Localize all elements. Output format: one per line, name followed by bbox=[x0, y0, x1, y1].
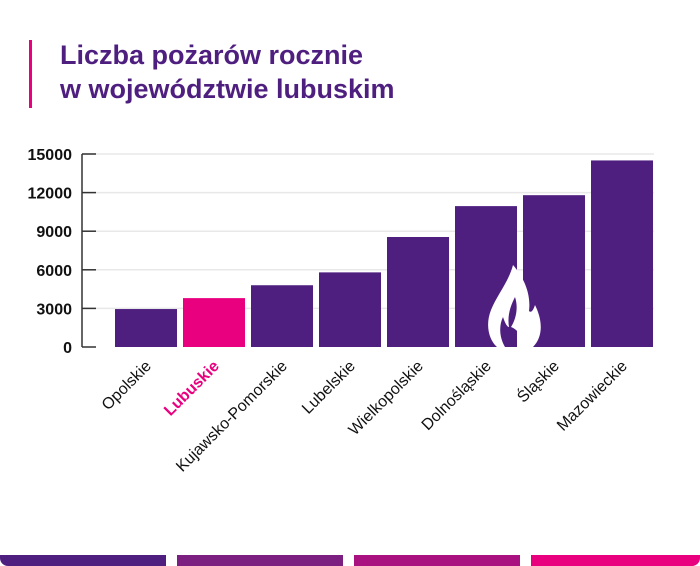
x-tick-label: Kujawsko-Pomorskie bbox=[173, 358, 291, 476]
flame-shape bbox=[488, 265, 541, 347]
bar-chart: 0 3000 6000 9000 12000 15000 Opolskie LubuskieK… bbox=[28, 147, 654, 476]
bar-lubelskie bbox=[319, 272, 381, 347]
x-tick-label: Dolnośląskie bbox=[419, 358, 495, 434]
title-line-2: w województwie lubuskim bbox=[60, 74, 395, 104]
x-tick-label: Opolskie bbox=[99, 358, 155, 414]
x-tick-label: Lubelskie bbox=[299, 358, 359, 418]
title-accent-bar bbox=[29, 40, 32, 108]
x-tick-label: Śląskie bbox=[513, 356, 563, 406]
bar-lubuskie bbox=[183, 298, 245, 347]
y-tick-label: 9000 bbox=[36, 224, 72, 241]
bar-wielkopolskie bbox=[387, 236, 449, 347]
y-tick-label: 15000 bbox=[28, 147, 73, 164]
footer-stripe-1 bbox=[0, 555, 166, 566]
bar-kujawsko-pomorskie bbox=[251, 285, 313, 347]
footer-stripe-4 bbox=[531, 555, 700, 566]
bar-opolskie bbox=[115, 309, 177, 347]
footer-stripe-3 bbox=[354, 555, 520, 566]
bar-mazowieckie bbox=[591, 160, 653, 347]
y-tick-label: 12000 bbox=[28, 186, 73, 203]
y-tick-label: 6000 bbox=[36, 263, 72, 280]
y-tick-label: 0 bbox=[63, 340, 72, 357]
footer-stripe-2 bbox=[177, 555, 343, 566]
y-tick-label: 3000 bbox=[36, 301, 72, 318]
x-tick-label: Mazowieckie bbox=[554, 358, 631, 435]
flame-icon bbox=[488, 265, 541, 347]
x-tick-label: Lubuskie bbox=[161, 358, 223, 420]
title-line-1: Liczba pożarów rocznie bbox=[60, 40, 364, 70]
